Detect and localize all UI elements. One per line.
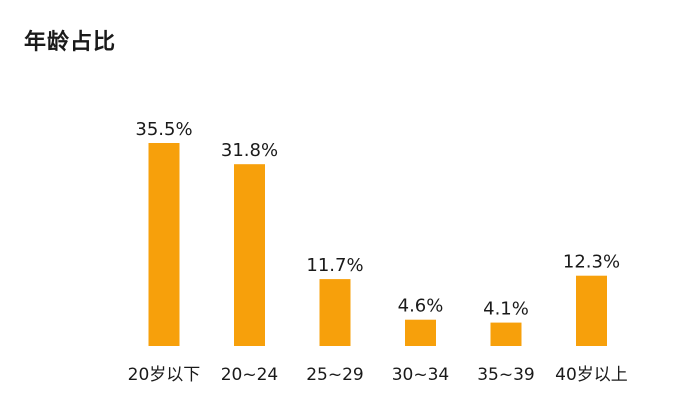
x-tick-label: 20~24 [221,365,279,385]
bar-1 [148,143,180,346]
bar-value-label: 4.1% [483,299,529,320]
x-tick-label: 25~29 [306,365,364,385]
x-tick-label: 20岁以下 [128,365,201,385]
bar-3 [319,279,351,346]
bar-5 [490,322,522,346]
bar-value-label: 35.5% [135,119,192,140]
bar-value-label: 11.7% [306,255,363,276]
bar-4 [405,319,436,346]
bar-value-label: 31.8% [221,140,278,161]
bar-2 [234,164,265,346]
bar-value-label: 4.6% [398,296,444,317]
chart-title: 年龄占比 [24,30,117,55]
bar-value-label: 12.3% [563,252,620,273]
x-tick-label: 40岁以上 [555,365,628,385]
x-tick-label: 35~39 [477,365,535,385]
bar-6 [576,275,607,346]
x-tick-label: 30~34 [392,365,450,385]
